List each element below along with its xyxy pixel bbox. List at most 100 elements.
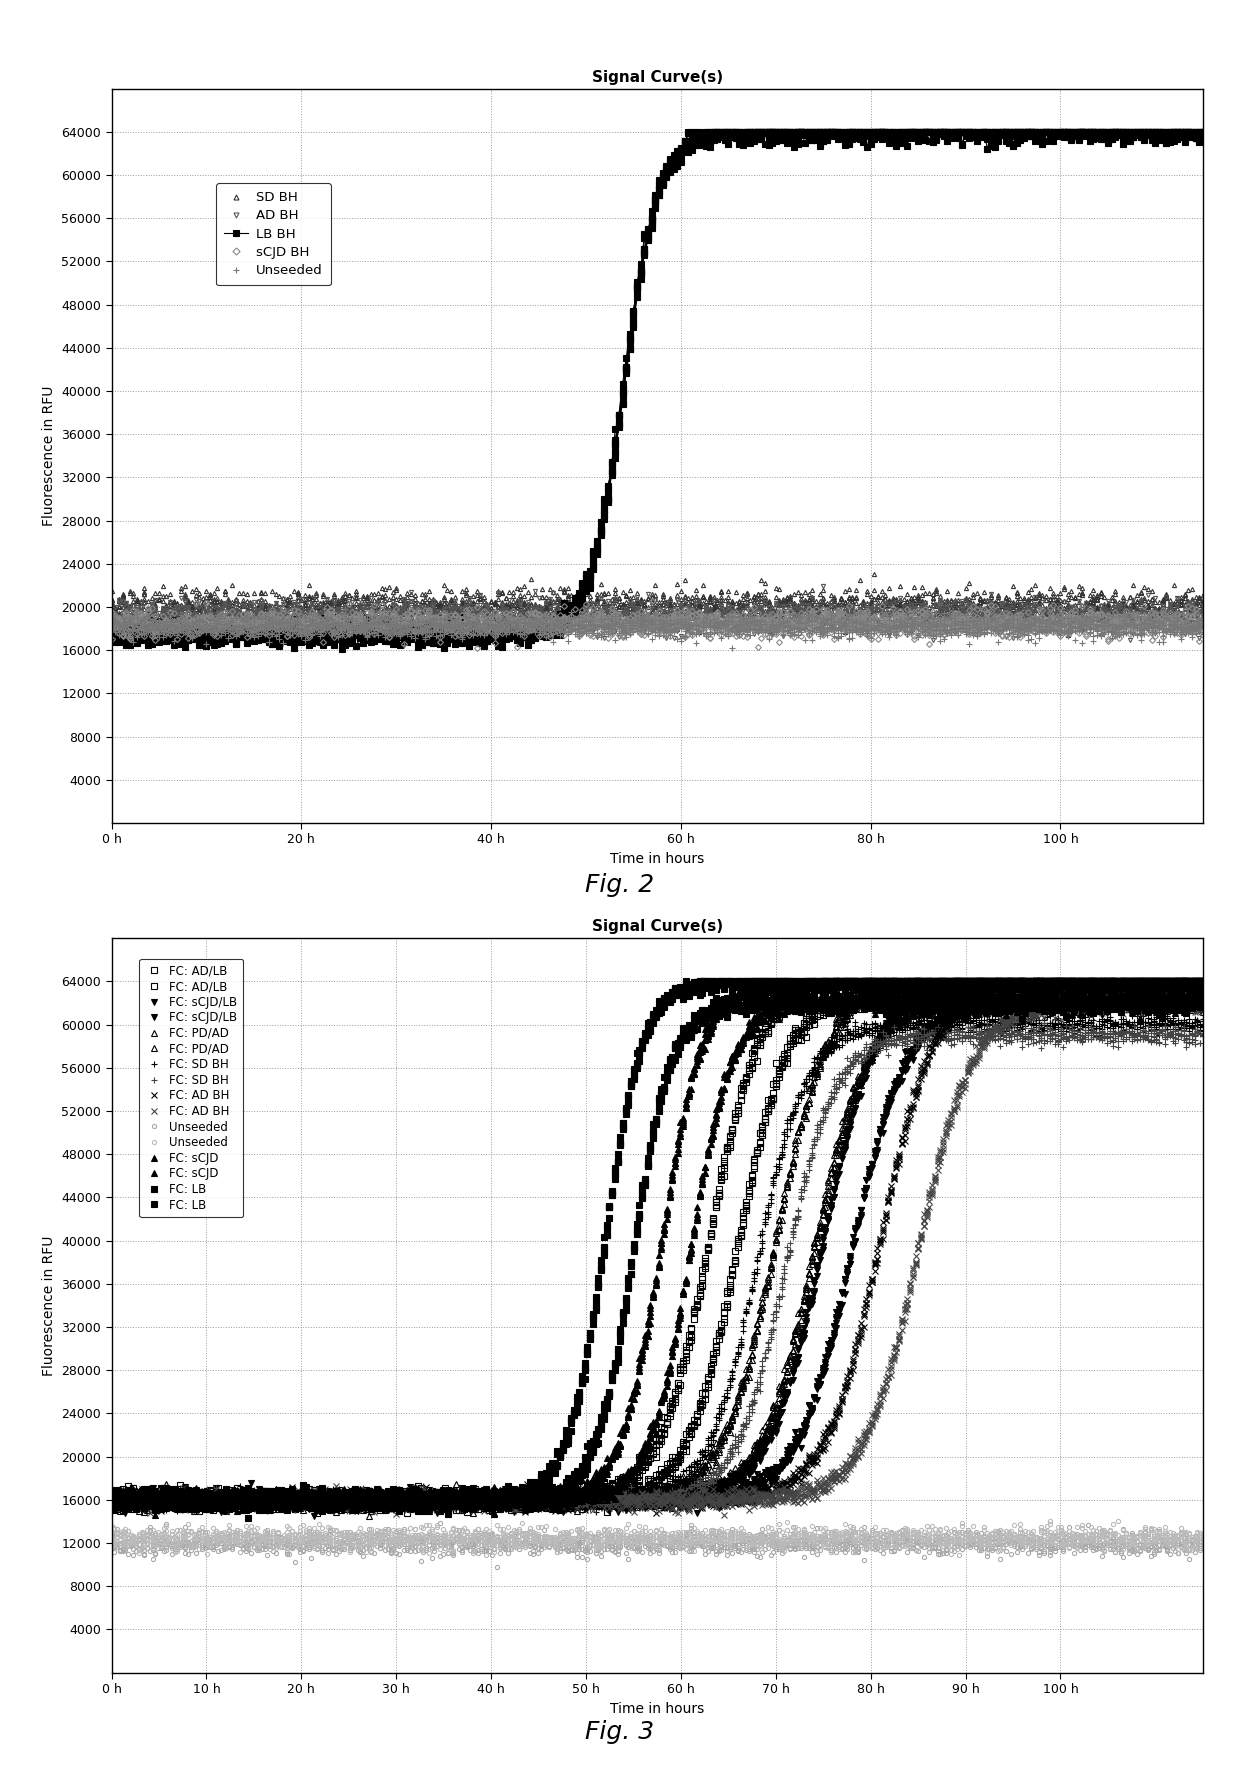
Line: FC: sCJD/LB: FC: sCJD/LB [109, 979, 1205, 1515]
Unseeded [779, 614, 794, 635]
FC: AD/LB: (0, 1.59e+04): AD/LB: (0, 1.59e+04) [104, 1490, 119, 1512]
FC: sCJD: (83.6, 6.4e+04): sCJD: (83.6, 6.4e+04) [898, 970, 913, 991]
FC: PD/AD: (72.6, 5.06e+04): PD/AD: (72.6, 5.06e+04) [794, 1115, 808, 1136]
FC: SD BH: (37.8, 1.64e+04): SD BH: (37.8, 1.64e+04) [463, 1485, 477, 1506]
FC: AD BH: (83.9, 5.13e+04): AD BH: (83.9, 5.13e+04) [900, 1108, 915, 1129]
FC: sCJD: (16.4, 1.51e+04): sCJD: (16.4, 1.51e+04) [260, 1499, 275, 1520]
FC: sCJD/LB: (45.8, 1.6e+04): sCJD/LB: (45.8, 1.6e+04) [539, 1490, 554, 1512]
FC: AD BH: (83.3, 4.95e+04): AD BH: (83.3, 4.95e+04) [894, 1127, 909, 1149]
FC: SD BH: (72.6, 5.35e+04): SD BH: (72.6, 5.35e+04) [794, 1083, 808, 1104]
LB BH [714, 120, 729, 142]
sCJD BH [1032, 620, 1047, 641]
sCJD BH [1100, 604, 1115, 625]
AD BH [104, 611, 119, 632]
FC: AD/LB: (115, 6.38e+04): AD/LB: (115, 6.38e+04) [1195, 974, 1210, 995]
Line: FC: LB: FC: LB [109, 979, 1205, 1512]
FC: AD/LB: (45.8, 1.61e+04): AD/LB: (45.8, 1.61e+04) [539, 1489, 554, 1510]
FC: AD BH: (83.3, 3.23e+04): AD BH: (83.3, 3.23e+04) [894, 1313, 909, 1335]
FC: AD/LB: (83.3, 6.34e+04): AD/LB: (83.3, 6.34e+04) [894, 977, 909, 998]
FC: AD BH: (103, 6.3e+04): AD BH: (103, 6.3e+04) [1078, 982, 1092, 1004]
SD BH [104, 593, 119, 614]
FC: AD BH: (0, 1.52e+04): AD BH: (0, 1.52e+04) [104, 1497, 119, 1519]
FC: sCJD: (37.8, 1.59e+04): sCJD: (37.8, 1.59e+04) [463, 1490, 477, 1512]
Unseeded [724, 637, 739, 658]
FC: PD/AD: (93.7, 6.28e+04): PD/AD: (93.7, 6.28e+04) [993, 984, 1008, 1005]
FC: sCJD/LB: (72.6, 3.07e+04): sCJD/LB: (72.6, 3.07e+04) [794, 1331, 808, 1352]
FC: AD/LB: (84.2, 6.4e+04): AD/LB: (84.2, 6.4e+04) [903, 970, 918, 991]
FC: PD/AD: (13.8, 1.61e+04): PD/AD: (13.8, 1.61e+04) [236, 1489, 250, 1510]
Unseeded [236, 1536, 250, 1558]
FC: PD/AD: (0, 1.61e+04): PD/AD: (0, 1.61e+04) [104, 1489, 119, 1510]
LB BH [758, 133, 773, 154]
Unseeded [1195, 611, 1210, 632]
Text: Fig. 3: Fig. 3 [585, 1720, 655, 1745]
FC: AD BH: (45.8, 1.66e+04): AD BH: (45.8, 1.66e+04) [539, 1483, 554, 1504]
FC: AD/LB: (34.6, 1.49e+04): AD/LB: (34.6, 1.49e+04) [433, 1501, 448, 1522]
sCJD BH [758, 611, 773, 632]
FC: LB: (0, 1.58e+04): LB: (0, 1.58e+04) [104, 1492, 119, 1513]
AD BH [1195, 595, 1210, 616]
FC: sCJD: (115, 6.4e+04): sCJD: (115, 6.4e+04) [1195, 970, 1210, 991]
Unseeded [1032, 620, 1047, 641]
FC: AD/LB: (72.6, 6.37e+04): AD/LB: (72.6, 6.37e+04) [794, 974, 808, 995]
FC: SD BH: (115, 6e+04): SD BH: (115, 6e+04) [1195, 1014, 1210, 1035]
FC: SD BH: (13.8, 1.65e+04): SD BH: (13.8, 1.65e+04) [236, 1483, 250, 1504]
FC: PD/AD: (13.8, 1.63e+04): PD/AD: (13.8, 1.63e+04) [236, 1485, 250, 1506]
FC: sCJD/LB: (13.8, 1.59e+04): sCJD/LB: (13.8, 1.59e+04) [236, 1490, 250, 1512]
Unseeded [539, 1515, 554, 1536]
FC: sCJD/LB: (115, 6.4e+04): sCJD/LB: (115, 6.4e+04) [1195, 970, 1210, 991]
FC: sCJD: (13.8, 1.62e+04): sCJD: (13.8, 1.62e+04) [236, 1487, 250, 1508]
FC: PD/AD: (37.8, 1.55e+04): PD/AD: (37.8, 1.55e+04) [463, 1494, 477, 1515]
FC: sCJD/LB: (13.8, 1.63e+04): sCJD/LB: (13.8, 1.63e+04) [236, 1487, 250, 1508]
FC: AD/LB: (13.8, 1.57e+04): AD/LB: (13.8, 1.57e+04) [236, 1492, 250, 1513]
FC: sCJD: (103, 6.32e+04): sCJD: (103, 6.32e+04) [1080, 979, 1095, 1000]
FC: sCJD/LB: (83.3, 5.65e+04): sCJD/LB: (83.3, 5.65e+04) [894, 1051, 909, 1073]
SD BH [754, 598, 769, 619]
X-axis label: Time in hours: Time in hours [610, 851, 704, 866]
FC: sCJD: (83.9, 6.21e+04): sCJD: (83.9, 6.21e+04) [900, 991, 915, 1012]
SD BH [867, 563, 882, 584]
FC: AD/LB: (83.9, 6.27e+04): AD/LB: (83.9, 6.27e+04) [900, 984, 915, 1005]
SD BH [1060, 625, 1075, 646]
FC: AD BH: (72.6, 1.61e+04): AD BH: (72.6, 1.61e+04) [794, 1489, 808, 1510]
FC: AD BH: (115, 6.24e+04): AD BH: (115, 6.24e+04) [1195, 988, 1210, 1009]
FC: sCJD/LB: (37.8, 1.59e+04): sCJD/LB: (37.8, 1.59e+04) [463, 1490, 477, 1512]
Unseeded [794, 1535, 808, 1556]
LB BH [779, 120, 794, 142]
SD BH [773, 593, 787, 614]
FC: sCJD/LB: (45.5, 1.61e+04): sCJD/LB: (45.5, 1.61e+04) [536, 1489, 551, 1510]
sCJD BH [108, 612, 123, 634]
FC: sCJD/LB: (34.3, 1.48e+04): sCJD/LB: (34.3, 1.48e+04) [429, 1503, 444, 1524]
sCJD BH [104, 612, 119, 634]
Unseeded [536, 1533, 551, 1554]
LB BH [1100, 129, 1115, 150]
Unseeded [440, 602, 455, 623]
FC: LB: (45.8, 1.65e+04): LB: (45.8, 1.65e+04) [539, 1483, 554, 1504]
Unseeded [1061, 1517, 1076, 1538]
FC: sCJD/LB: (105, 6.32e+04): sCJD/LB: (105, 6.32e+04) [1097, 979, 1112, 1000]
FC: AD BH: (13.8, 1.54e+04): AD BH: (13.8, 1.54e+04) [236, 1496, 250, 1517]
sCJD BH [1195, 614, 1210, 635]
FC: LB: (83.6, 6.38e+04): LB: (83.6, 6.38e+04) [898, 974, 913, 995]
LB BH [1195, 120, 1210, 142]
FC: SD BH: (115, 5.89e+04): SD BH: (115, 5.89e+04) [1195, 1025, 1210, 1046]
FC: PD/AD: (37.8, 1.67e+04): PD/AD: (37.8, 1.67e+04) [463, 1481, 477, 1503]
Unseeded [1100, 609, 1115, 630]
FC: sCJD: (45.8, 1.62e+04): sCJD: (45.8, 1.62e+04) [539, 1487, 554, 1508]
FC: AD BH: (72.6, 1.89e+04): AD BH: (72.6, 1.89e+04) [794, 1458, 808, 1480]
AD BH [546, 582, 560, 604]
LB BH [104, 621, 119, 643]
FC: AD BH: (93.4, 6.4e+04): AD BH: (93.4, 6.4e+04) [991, 970, 1006, 991]
FC: AD BH: (83.9, 3.46e+04): AD BH: (83.9, 3.46e+04) [900, 1289, 915, 1310]
FC: SD BH: (45.8, 1.6e+04): SD BH: (45.8, 1.6e+04) [539, 1489, 554, 1510]
Unseeded [1195, 1526, 1210, 1547]
FC: sCJD: (0, 1.62e+04): sCJD: (0, 1.62e+04) [104, 1487, 119, 1508]
Unseeded [900, 1519, 915, 1540]
FC: AD BH: (37.5, 1.57e+04): AD BH: (37.5, 1.57e+04) [460, 1492, 475, 1513]
SD BH [1100, 596, 1115, 618]
FC: LB: (60.5, 6.4e+04): LB: (60.5, 6.4e+04) [678, 970, 693, 991]
FC: AD/LB: (115, 6.31e+04): AD/LB: (115, 6.31e+04) [1195, 981, 1210, 1002]
Line: Unseeded: Unseeded [109, 1526, 1205, 1561]
FC: AD BH: (0, 1.67e+04): AD BH: (0, 1.67e+04) [104, 1481, 119, 1503]
Legend: SD BH, AD BH, LB BH, sCJD BH, Unseeded: SD BH, AD BH, LB BH, sCJD BH, Unseeded [217, 184, 331, 285]
